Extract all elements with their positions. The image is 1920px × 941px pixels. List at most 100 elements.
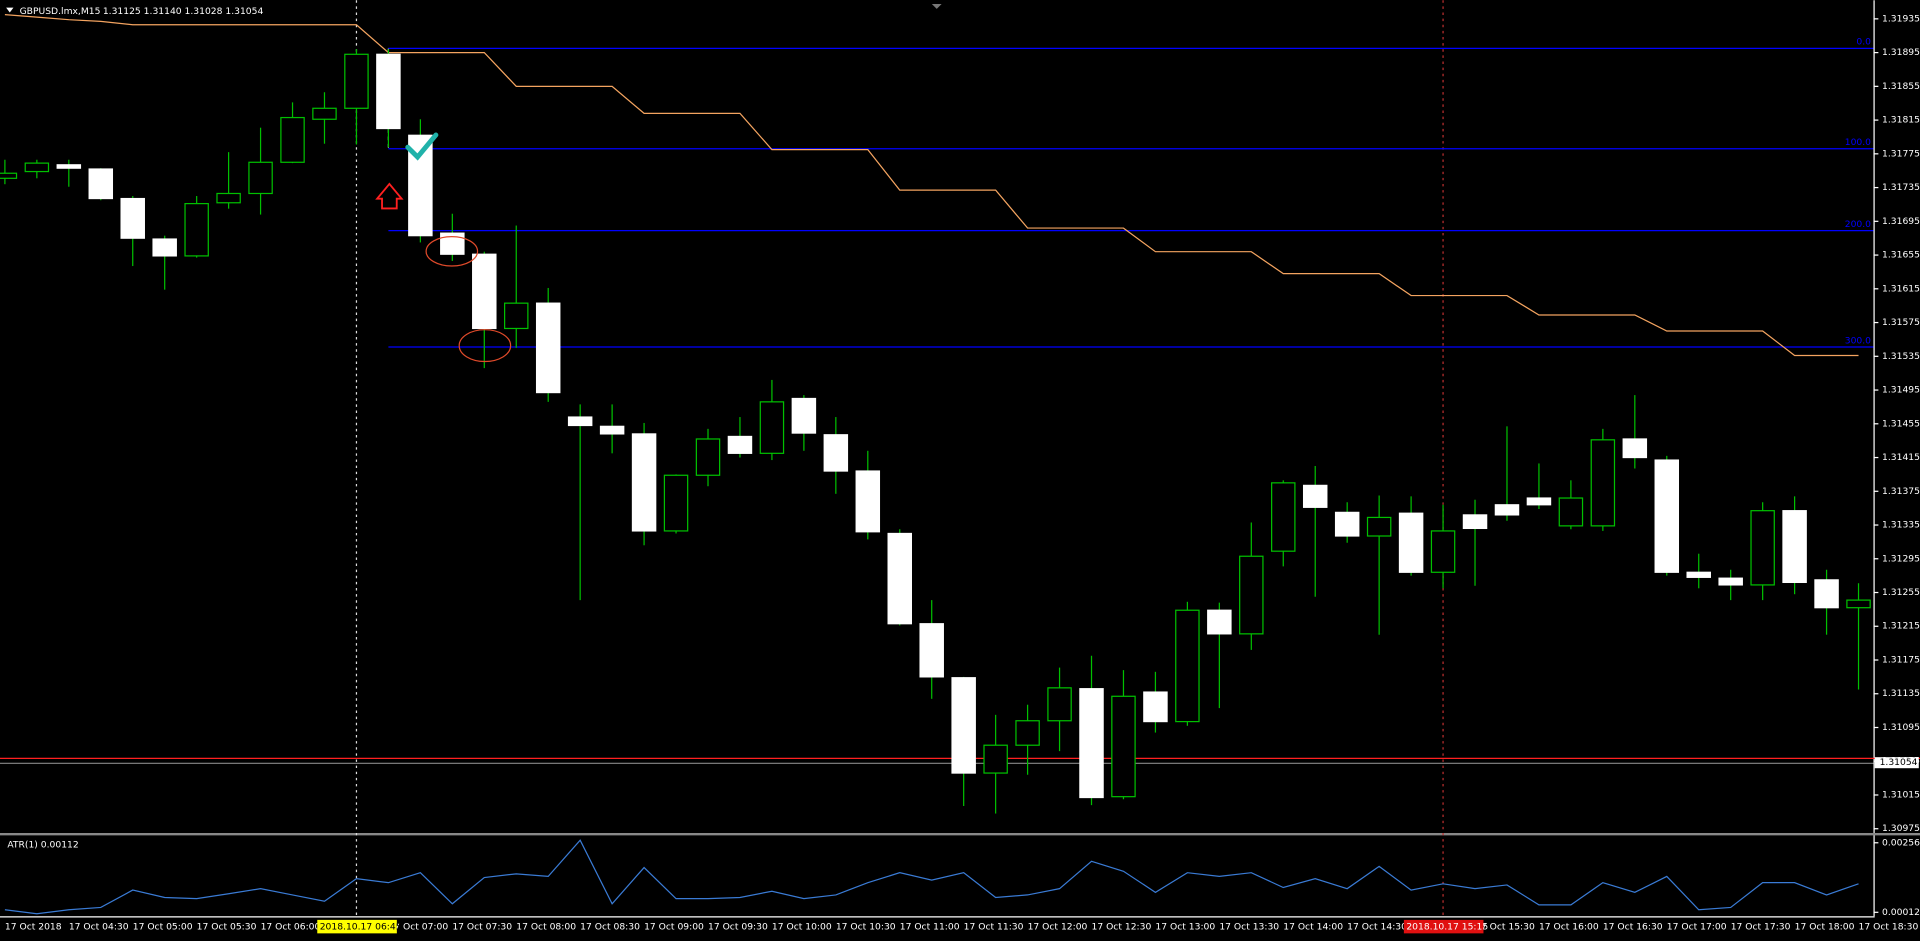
candle-body — [376, 53, 401, 130]
y-tick-label: 1.31335 — [1882, 520, 1920, 531]
x-tick-label: 17 Oct 15:30 — [1475, 922, 1535, 933]
circle-annotation — [425, 236, 479, 267]
candle-body — [1111, 695, 1136, 798]
fib-label: 100.0 — [1845, 137, 1871, 148]
candle-body — [1782, 510, 1807, 584]
y-tick-label: 1.31495 — [1882, 385, 1920, 396]
candle-body — [1814, 579, 1839, 609]
candle-body — [1686, 571, 1711, 578]
candle-body — [1143, 691, 1168, 723]
x-tick-label: 17 Oct 14:00 — [1283, 922, 1343, 933]
candle-body — [983, 744, 1008, 774]
x-tick-label: 17 Oct 12:30 — [1092, 922, 1152, 933]
cursor-label: 2018.10.17 06:45 — [320, 922, 402, 933]
atr-title: ATR(1) 0.00112 — [7, 840, 78, 851]
candle-body — [1047, 687, 1072, 722]
x-tick-label: 17 Oct 18:30 — [1859, 922, 1919, 933]
y-tick-label: 1.31135 — [1882, 688, 1920, 699]
y-tick-label: 1.31375 — [1882, 486, 1920, 497]
y-tick-label: 1.31615 — [1882, 283, 1920, 294]
y-tick-label: 1.30975 — [1882, 823, 1920, 834]
x-tick-label: 17 Oct 10:00 — [772, 922, 832, 933]
y-tick-label: 1.31455 — [1882, 418, 1920, 429]
candle-body — [887, 532, 912, 625]
candle-body — [1846, 599, 1871, 609]
cursor-label-box — [1403, 919, 1484, 934]
candle-body — [280, 116, 305, 163]
x-tick-label: 17 Oct 08:00 — [516, 922, 576, 933]
x-tick-label: 17 Oct 16:30 — [1603, 922, 1663, 933]
x-tick-label: 17 Oct 04:30 — [69, 922, 129, 933]
y-tick-label: 1.31575 — [1882, 317, 1920, 328]
candle-body — [855, 470, 881, 533]
header-ohlc: 1.31125 1.31140 1.31028 1.31054 — [103, 6, 264, 17]
candle-body — [504, 302, 529, 330]
candle-body — [1015, 720, 1040, 746]
x-tick-label: 17 Oct 09:30 — [708, 922, 768, 933]
y-tick-label: 1.31095 — [1882, 722, 1920, 733]
x-tick-label: 17 Oct 11:00 — [900, 922, 960, 933]
candle-body — [344, 53, 369, 109]
price-label-box — [1874, 757, 1919, 769]
candle-body — [1430, 530, 1456, 573]
menu-arrow[interactable] — [6, 7, 14, 13]
candle-body — [216, 192, 241, 204]
x-tick-label: 17 Oct 16:00 — [1539, 922, 1599, 933]
y-tick-label: 1.31735 — [1882, 182, 1920, 193]
x-tick-label: 17 Oct 17:30 — [1731, 922, 1791, 933]
candle-body — [727, 435, 753, 454]
x-tick-label: 17 Oct 11:30 — [964, 922, 1024, 933]
candle-body — [1750, 510, 1775, 586]
y-tick-label: 1.31855 — [1882, 81, 1920, 92]
candle-body — [1526, 497, 1552, 506]
candle-body — [1366, 516, 1392, 537]
candle-body — [951, 677, 976, 774]
y-tick-label: 1.31935 — [1882, 13, 1920, 24]
x-tick-label: 17 Oct 05:00 — [133, 922, 193, 933]
x-tick-label: 17 Oct 10:30 — [836, 922, 896, 933]
candle-body — [1590, 439, 1616, 527]
candle-body — [248, 161, 273, 195]
candle-body — [1175, 609, 1200, 723]
x-tick-label: 17 Oct 07:00 — [388, 922, 448, 933]
y-tick-label: 0.00012 — [1882, 907, 1920, 918]
y-tick-label: 1.31815 — [1882, 115, 1920, 126]
x-tick-label: 17 Oct 14:30 — [1347, 922, 1407, 933]
candle-body — [1654, 459, 1680, 573]
y-tick-label: 1.31015 — [1882, 789, 1920, 800]
candle-body — [535, 302, 561, 394]
x-tick-label: 17 Oct 13:30 — [1219, 922, 1279, 933]
circle-annotation — [458, 329, 512, 363]
check-annotation — [405, 132, 439, 161]
candle-body — [152, 238, 177, 257]
candle-body — [440, 232, 465, 255]
x-tick-label: 17 Oct 07:30 — [452, 922, 512, 933]
candle-body — [663, 474, 689, 532]
y-tick-label: 1.31215 — [1882, 621, 1920, 632]
indicator-line — [4, 14, 1859, 357]
fib-label: 0.0 — [1856, 37, 1871, 48]
y-tick-label: 0.00256 — [1882, 837, 1920, 848]
candle-body — [24, 162, 50, 173]
y-tick-label: 1.31895 — [1882, 47, 1920, 58]
y-tick-label: 1.31415 — [1882, 452, 1920, 463]
x-tick-label: 17 Oct 2018 — [5, 922, 62, 933]
candle-body — [1462, 514, 1488, 530]
y-tick-label: 1.31695 — [1882, 216, 1920, 227]
candle-body — [1207, 609, 1232, 635]
candle-body — [1239, 555, 1264, 635]
candle-body — [759, 401, 785, 454]
x-tick-label: 17 Oct 06:00 — [261, 922, 321, 933]
candle-body — [408, 134, 433, 237]
candle-body — [0, 172, 18, 179]
x-tick-label: 17 Oct 12:00 — [1028, 922, 1088, 933]
candle-body — [120, 197, 145, 239]
candle-body — [599, 425, 625, 435]
candle-body — [1494, 504, 1520, 516]
x-tick-label: 17 Oct 13:00 — [1155, 922, 1215, 933]
candle-body — [1718, 577, 1743, 586]
y-tick-label: 1.31535 — [1882, 351, 1920, 362]
cursor-label: 2018.10.17 15:15 — [1406, 922, 1488, 933]
